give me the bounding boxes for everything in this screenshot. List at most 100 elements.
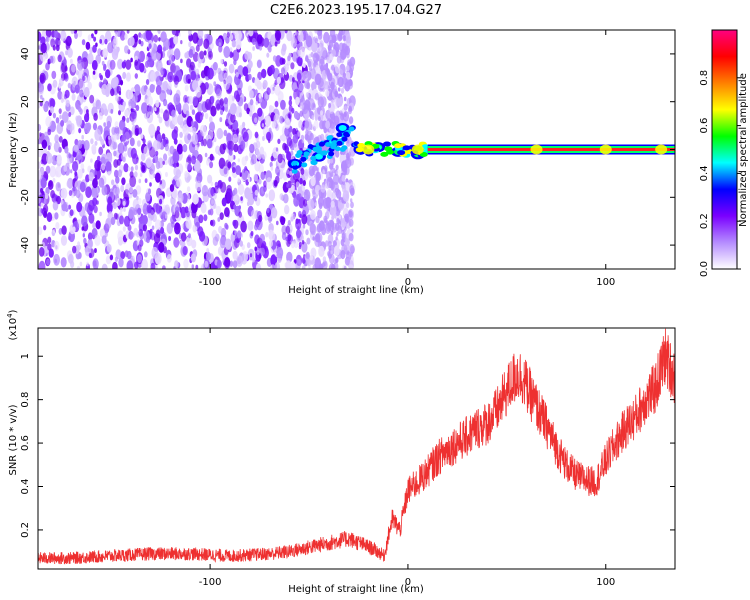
- heatmap-cell: [148, 123, 156, 136]
- heatmap-cell: [147, 188, 152, 195]
- heatmap-cell: [305, 54, 309, 60]
- heatmap-cell: [327, 158, 331, 164]
- heatmap-cell: [229, 260, 234, 267]
- heatmap-cell: [129, 186, 134, 194]
- heatmap-cell: [287, 113, 291, 119]
- heatmap-cell: [195, 264, 199, 269]
- heatmap-cell: [156, 133, 162, 143]
- heatmap-cell: [173, 65, 181, 77]
- heatmap-cell: [92, 122, 98, 131]
- heatmap-cell: [74, 32, 78, 39]
- heatmap-cell: [146, 56, 153, 68]
- heatmap-cell: [219, 212, 224, 221]
- heatmap-cell: [265, 193, 269, 198]
- heatmap-cell: [49, 98, 56, 108]
- heatmap-cell: [341, 77, 349, 89]
- heatmap-cell: [262, 118, 266, 124]
- heatmap-cell: [273, 113, 280, 125]
- heatmap-cell: [322, 50, 328, 61]
- heatmap-cell: [167, 71, 174, 83]
- heatmap-cell: [93, 205, 98, 214]
- heatmap-cell: [274, 85, 281, 96]
- heatmap-cell: [146, 111, 154, 124]
- heatmap-cell: [325, 240, 329, 247]
- heatmap-cell: [331, 215, 335, 221]
- heatmap-cell: [260, 247, 265, 256]
- heatmap-cell: [157, 113, 161, 119]
- heatmap-cell: [261, 68, 267, 79]
- heatmap-cell: [242, 131, 249, 142]
- heatmap-cell: [331, 64, 335, 71]
- heatmap-cell: [175, 169, 181, 179]
- heatmap-cell: [333, 115, 340, 126]
- heatmap-cell: [329, 204, 337, 217]
- heatmap-cell: [307, 138, 312, 145]
- heatmap-cell: [318, 116, 321, 122]
- heatmap-cell: [284, 262, 288, 268]
- transition-cell: [394, 143, 403, 149]
- heatmap-cell: [85, 41, 91, 50]
- heatmap-cell: [295, 35, 298, 40]
- heatmap-cell: [299, 234, 304, 242]
- heatmap-cell: [269, 161, 273, 168]
- heatmap-cell: [280, 47, 286, 56]
- heatmap-cell: [123, 207, 126, 212]
- heatmap-cell: [251, 209, 257, 220]
- heatmap-cell: [243, 103, 249, 112]
- heatmap-cell: [239, 240, 243, 247]
- heatmap-cell: [335, 150, 340, 158]
- heatmap-cell: [52, 228, 56, 234]
- heatmap-cell: [195, 180, 202, 192]
- heatmap-cell: [174, 260, 179, 269]
- heatmap-cell: [87, 232, 93, 241]
- heatmap-cell: [130, 57, 133, 63]
- heatmap-cell: [168, 235, 172, 242]
- snr-xtick-label-1: 0: [405, 577, 411, 588]
- heatmap-cell: [235, 165, 242, 176]
- heatmap-cell: [111, 48, 119, 61]
- heatmap-cell: [146, 204, 152, 214]
- heatmap-cell: [281, 225, 287, 235]
- heatmap-cell: [145, 157, 153, 168]
- heatmap-cell: [249, 143, 255, 154]
- heatmap-cell: [78, 128, 82, 134]
- heatmap-cell: [237, 183, 245, 196]
- heatmap-cell: [322, 256, 327, 263]
- heatmap-cell: [298, 241, 302, 248]
- heatmap-cell: [300, 168, 305, 175]
- heatmap-cell: [92, 222, 96, 229]
- heatmap-cell: [147, 95, 153, 107]
- heatmap-cell: [254, 117, 258, 124]
- heatmap-cell: [218, 157, 226, 169]
- heatmap-cell: [52, 112, 57, 119]
- heatmap-cell: [138, 50, 145, 63]
- heatmap-cell: [240, 196, 243, 201]
- heatmap-cell: [252, 46, 255, 51]
- heatmap-cell: [268, 189, 276, 202]
- heatmap-cell: [220, 109, 224, 116]
- heatmap-cell: [338, 215, 342, 220]
- heatmap-cell: [101, 263, 108, 269]
- heatmap-cell: [237, 158, 240, 163]
- heatmap-cell: [299, 177, 303, 185]
- heatmap-cell: [145, 30, 152, 41]
- heatmap-cell: [266, 131, 272, 141]
- heatmap-cell: [50, 38, 56, 48]
- heatmap-cell: [204, 98, 212, 111]
- heatmap-cell: [173, 237, 180, 248]
- heatmap-cell: [281, 58, 286, 65]
- colorbar-gradient: [711, 29, 738, 270]
- heatmap-cell: [241, 168, 248, 181]
- heatmap-cell: [89, 94, 95, 104]
- heatmap-cell: [177, 192, 184, 203]
- heatmap-cell: [312, 236, 316, 241]
- heatmap-cell: [70, 169, 73, 174]
- heatmap-cell: [305, 229, 309, 236]
- heatmap-cell: [51, 70, 57, 80]
- heatmap-cell: [327, 240, 332, 248]
- heatmap-cell: [292, 77, 295, 82]
- heatmap-cell: [275, 55, 282, 67]
- heatmap-cell: [332, 226, 335, 231]
- transition-cell: [291, 160, 298, 166]
- heatmap-cell: [268, 127, 272, 134]
